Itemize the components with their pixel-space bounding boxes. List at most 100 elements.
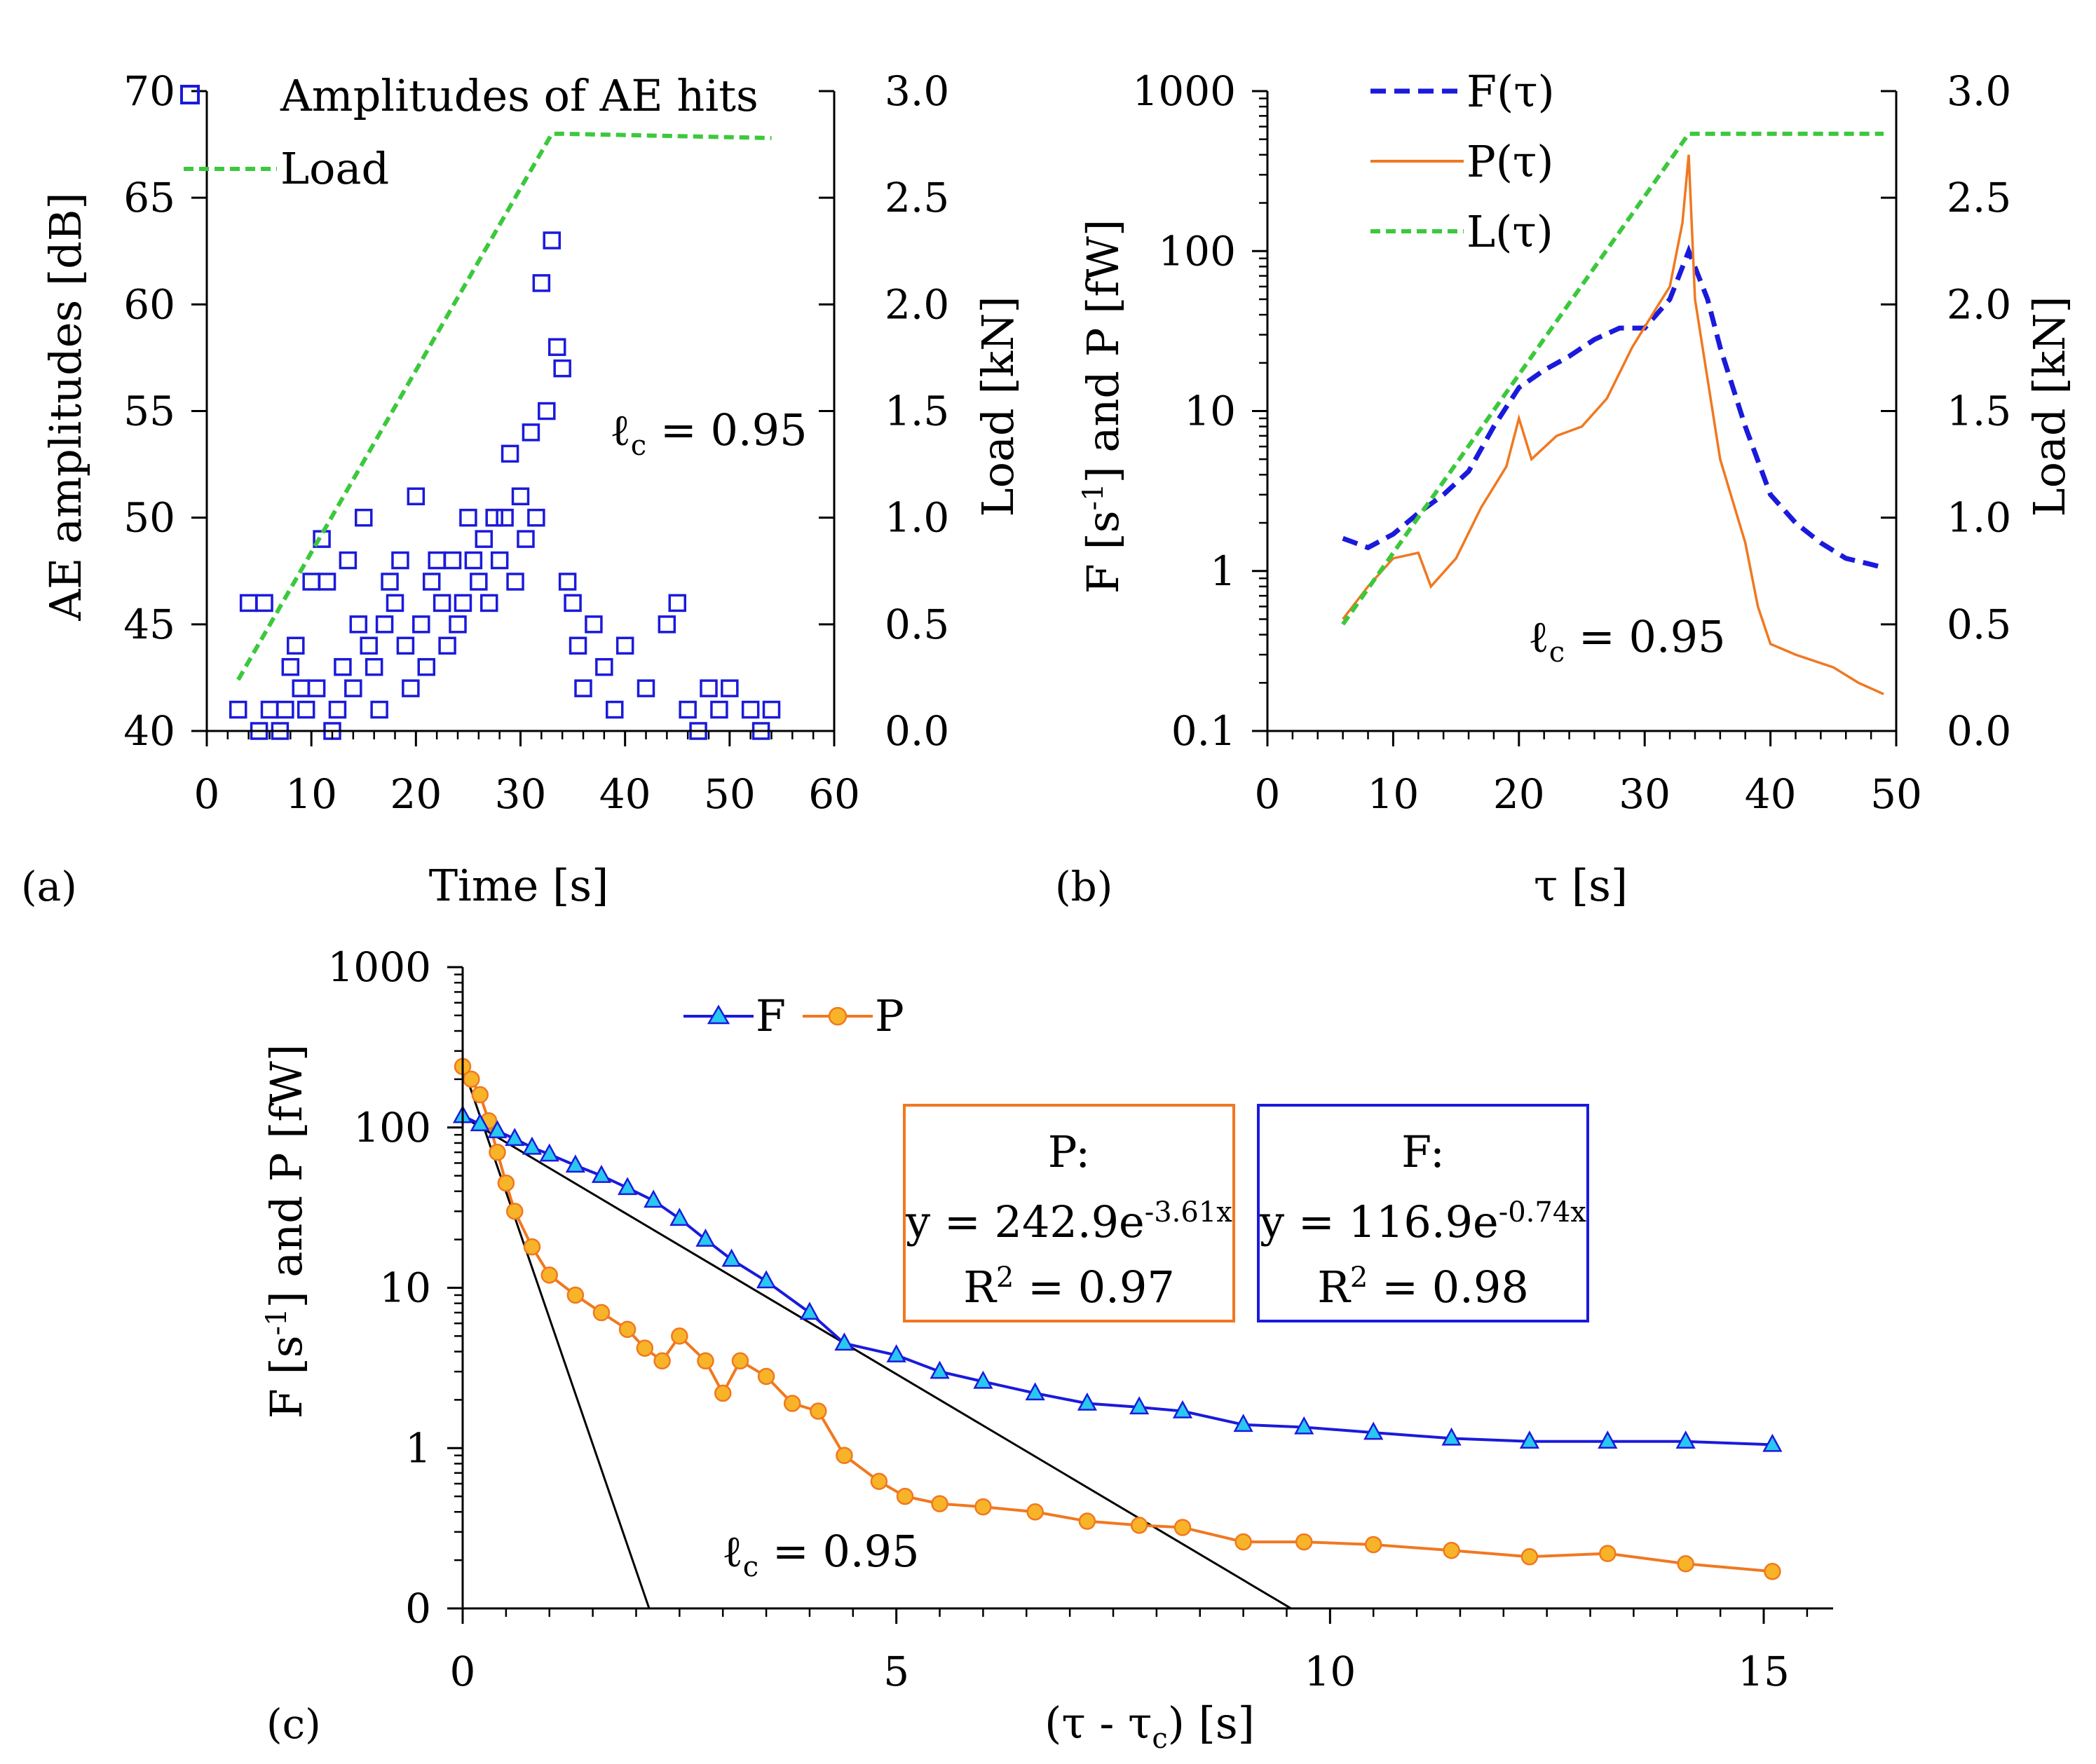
fit-box-F-r2: R2 = 0.98 xyxy=(1317,1262,1529,1313)
y-tick-label-left: 65 xyxy=(123,174,175,221)
y-tick-label-left: 45 xyxy=(123,601,175,648)
F-triangle-marker xyxy=(1598,1430,1618,1449)
P-circle-marker xyxy=(523,1238,541,1256)
F-triangle-marker xyxy=(1294,1416,1314,1435)
x-tick-label: 0 xyxy=(450,1648,476,1695)
x-tick-label: 0 xyxy=(1255,770,1281,818)
ae-hit-marker xyxy=(443,551,462,570)
P-circle-marker xyxy=(471,1086,489,1104)
ae-hit-marker xyxy=(506,573,524,591)
F-triangle-marker xyxy=(669,1208,690,1226)
panel-b-series xyxy=(1341,131,1884,695)
legend-scatter-label: Amplitudes of AE hits xyxy=(280,70,758,121)
ae-hit-marker xyxy=(585,615,603,634)
fit-box-F-title: F: xyxy=(1401,1126,1445,1177)
y-tick-label-left: 70 xyxy=(123,67,175,115)
x-tick-label: 60 xyxy=(808,770,860,818)
x-tick-label: 30 xyxy=(1619,770,1670,818)
ae-hit-marker xyxy=(574,679,592,697)
ae-hit-marker xyxy=(360,636,378,655)
F-triangle-marker xyxy=(1172,1400,1193,1418)
panel-a-lc-label: ℓc = 0.95 xyxy=(610,404,808,462)
y-tick-label-right: 2.5 xyxy=(885,174,949,221)
ae-hit-marker xyxy=(558,573,577,591)
ae-hit-marker xyxy=(615,636,634,655)
y-tick-label-left: 100 xyxy=(353,1104,431,1151)
ae-hit-marker xyxy=(606,700,624,719)
y-tick-label-right: 1.5 xyxy=(1947,388,2011,435)
P-circle-marker xyxy=(783,1395,801,1412)
x-tick-label: 20 xyxy=(1493,770,1545,818)
ae-hit-marker xyxy=(422,573,441,591)
x-tick-label: 10 xyxy=(1367,770,1419,818)
ae-hit-marker xyxy=(281,657,300,676)
panel-c-axes: 0 5 10 15 0 1 10 100 1000 xyxy=(327,943,1833,1695)
ae-hit-marker xyxy=(365,657,383,676)
ae-hit-marker xyxy=(679,700,697,719)
panel-a-ylabel-right: Load [kN] xyxy=(972,296,1023,517)
P-circle-marker xyxy=(836,1447,853,1464)
ae-hit-marker xyxy=(762,700,781,719)
ae-hit-marker xyxy=(417,657,435,676)
P-circle-marker xyxy=(566,1286,585,1304)
ae-hit-marker xyxy=(328,700,347,719)
ae-hit-marker xyxy=(287,636,305,655)
panel-a-tag: (a) xyxy=(21,863,77,910)
legend-P-label: P xyxy=(875,990,904,1041)
F-triangle-marker xyxy=(756,1270,777,1289)
panel-c-series xyxy=(452,1058,1783,1610)
L-tau-line xyxy=(1341,131,1884,626)
P-circle-marker xyxy=(731,1352,749,1370)
F-triangle-marker xyxy=(505,1128,525,1147)
y-tick-label-right: 3.0 xyxy=(1947,67,2011,115)
ae-hit-marker xyxy=(517,530,535,548)
ae-hit-marker xyxy=(297,700,315,719)
panel-b-lc-label: ℓc = 0.95 xyxy=(1528,611,1726,669)
legend-P-label: P(τ) xyxy=(1466,136,1553,187)
panel-b-axes: 0 10 20 30 40 50 0.1 1 10 100 1000 0.0 0.5 1.0 1.5 2.0 2… xyxy=(1132,67,2011,818)
x-tick-label: 20 xyxy=(390,770,442,818)
P-circle-marker xyxy=(505,1203,524,1220)
P-circle-marker xyxy=(1026,1503,1044,1521)
P-circle-marker xyxy=(896,1487,914,1505)
P-circle-marker xyxy=(1295,1533,1313,1551)
F-triangle-marker xyxy=(973,1370,993,1389)
F-triangle-marker xyxy=(539,1143,559,1162)
y-tick-label-left: 50 xyxy=(123,494,175,542)
panel-b-tag: (b) xyxy=(1055,863,1112,910)
ae-hit-marker xyxy=(412,615,430,634)
ae-hit-marker xyxy=(490,551,509,570)
ae-hit-marker xyxy=(637,679,655,697)
ae-hit-marker xyxy=(386,594,404,613)
P-circle-marker xyxy=(1234,1533,1252,1551)
panel-b-xlabel: τ [s] xyxy=(1534,860,1628,911)
ae-hit-marker xyxy=(564,594,582,613)
y-tick-label-right: 3.0 xyxy=(885,67,949,115)
ae-hit-marker xyxy=(511,487,530,505)
P-circle-marker xyxy=(810,1402,827,1420)
ae-hit-marker xyxy=(543,231,561,249)
F-triangle-marker xyxy=(1441,1427,1462,1446)
fit-box-P-r2: R2 = 0.97 xyxy=(963,1262,1175,1313)
ae-hit-marker xyxy=(595,657,613,676)
F-triangle-marker xyxy=(470,1113,490,1132)
fit-box-F-equation: y = 116.9e-0.74x xyxy=(1259,1196,1586,1247)
ae-hit-marker xyxy=(658,615,676,634)
F-triangle-marker xyxy=(522,1136,543,1155)
F-triangle-marker xyxy=(1129,1396,1150,1415)
P-circle-marker xyxy=(870,1472,888,1490)
x-tick-label: 50 xyxy=(704,770,756,818)
F-triangle-marker xyxy=(799,1301,820,1320)
ae-hit-marker xyxy=(501,444,519,463)
F-triangle-marker xyxy=(1675,1430,1696,1449)
ae-hit-marker xyxy=(522,423,540,442)
y-tick-label-right: 1.5 xyxy=(885,388,949,435)
F-triangle-marker xyxy=(695,1229,716,1247)
ae-hit-marker xyxy=(339,551,358,570)
P-circle-marker xyxy=(757,1367,775,1386)
y-tick-label-left: 1 xyxy=(405,1424,431,1472)
P-circle-marker xyxy=(618,1320,637,1339)
F-triangle-marker xyxy=(1025,1382,1045,1401)
ae-hit-marker xyxy=(276,700,294,719)
x-tick-label: 40 xyxy=(1745,770,1797,818)
